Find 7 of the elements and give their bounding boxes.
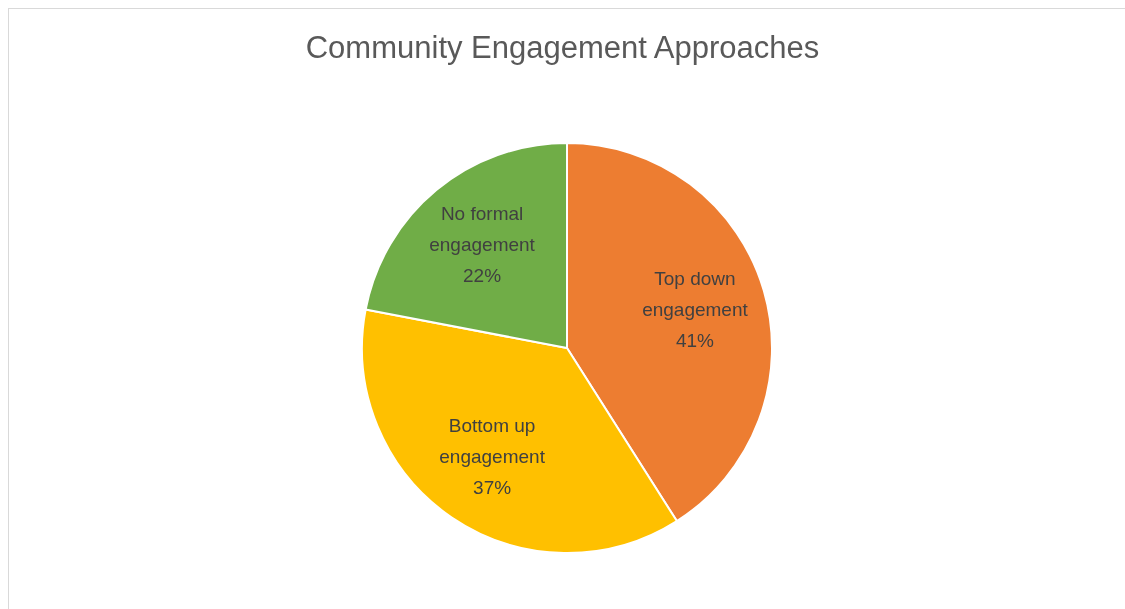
slice-label: Bottom up engagement — [439, 415, 546, 468]
data-label: 22% — [463, 264, 502, 286]
slice-label: Top down engagement — [642, 268, 749, 321]
data-label: 41% — [675, 330, 715, 352]
slice-label: No formal engagement — [429, 202, 536, 255]
chart-title: Community Engagement Approaches — [304, 30, 821, 66]
data-label: 37% — [473, 477, 512, 499]
